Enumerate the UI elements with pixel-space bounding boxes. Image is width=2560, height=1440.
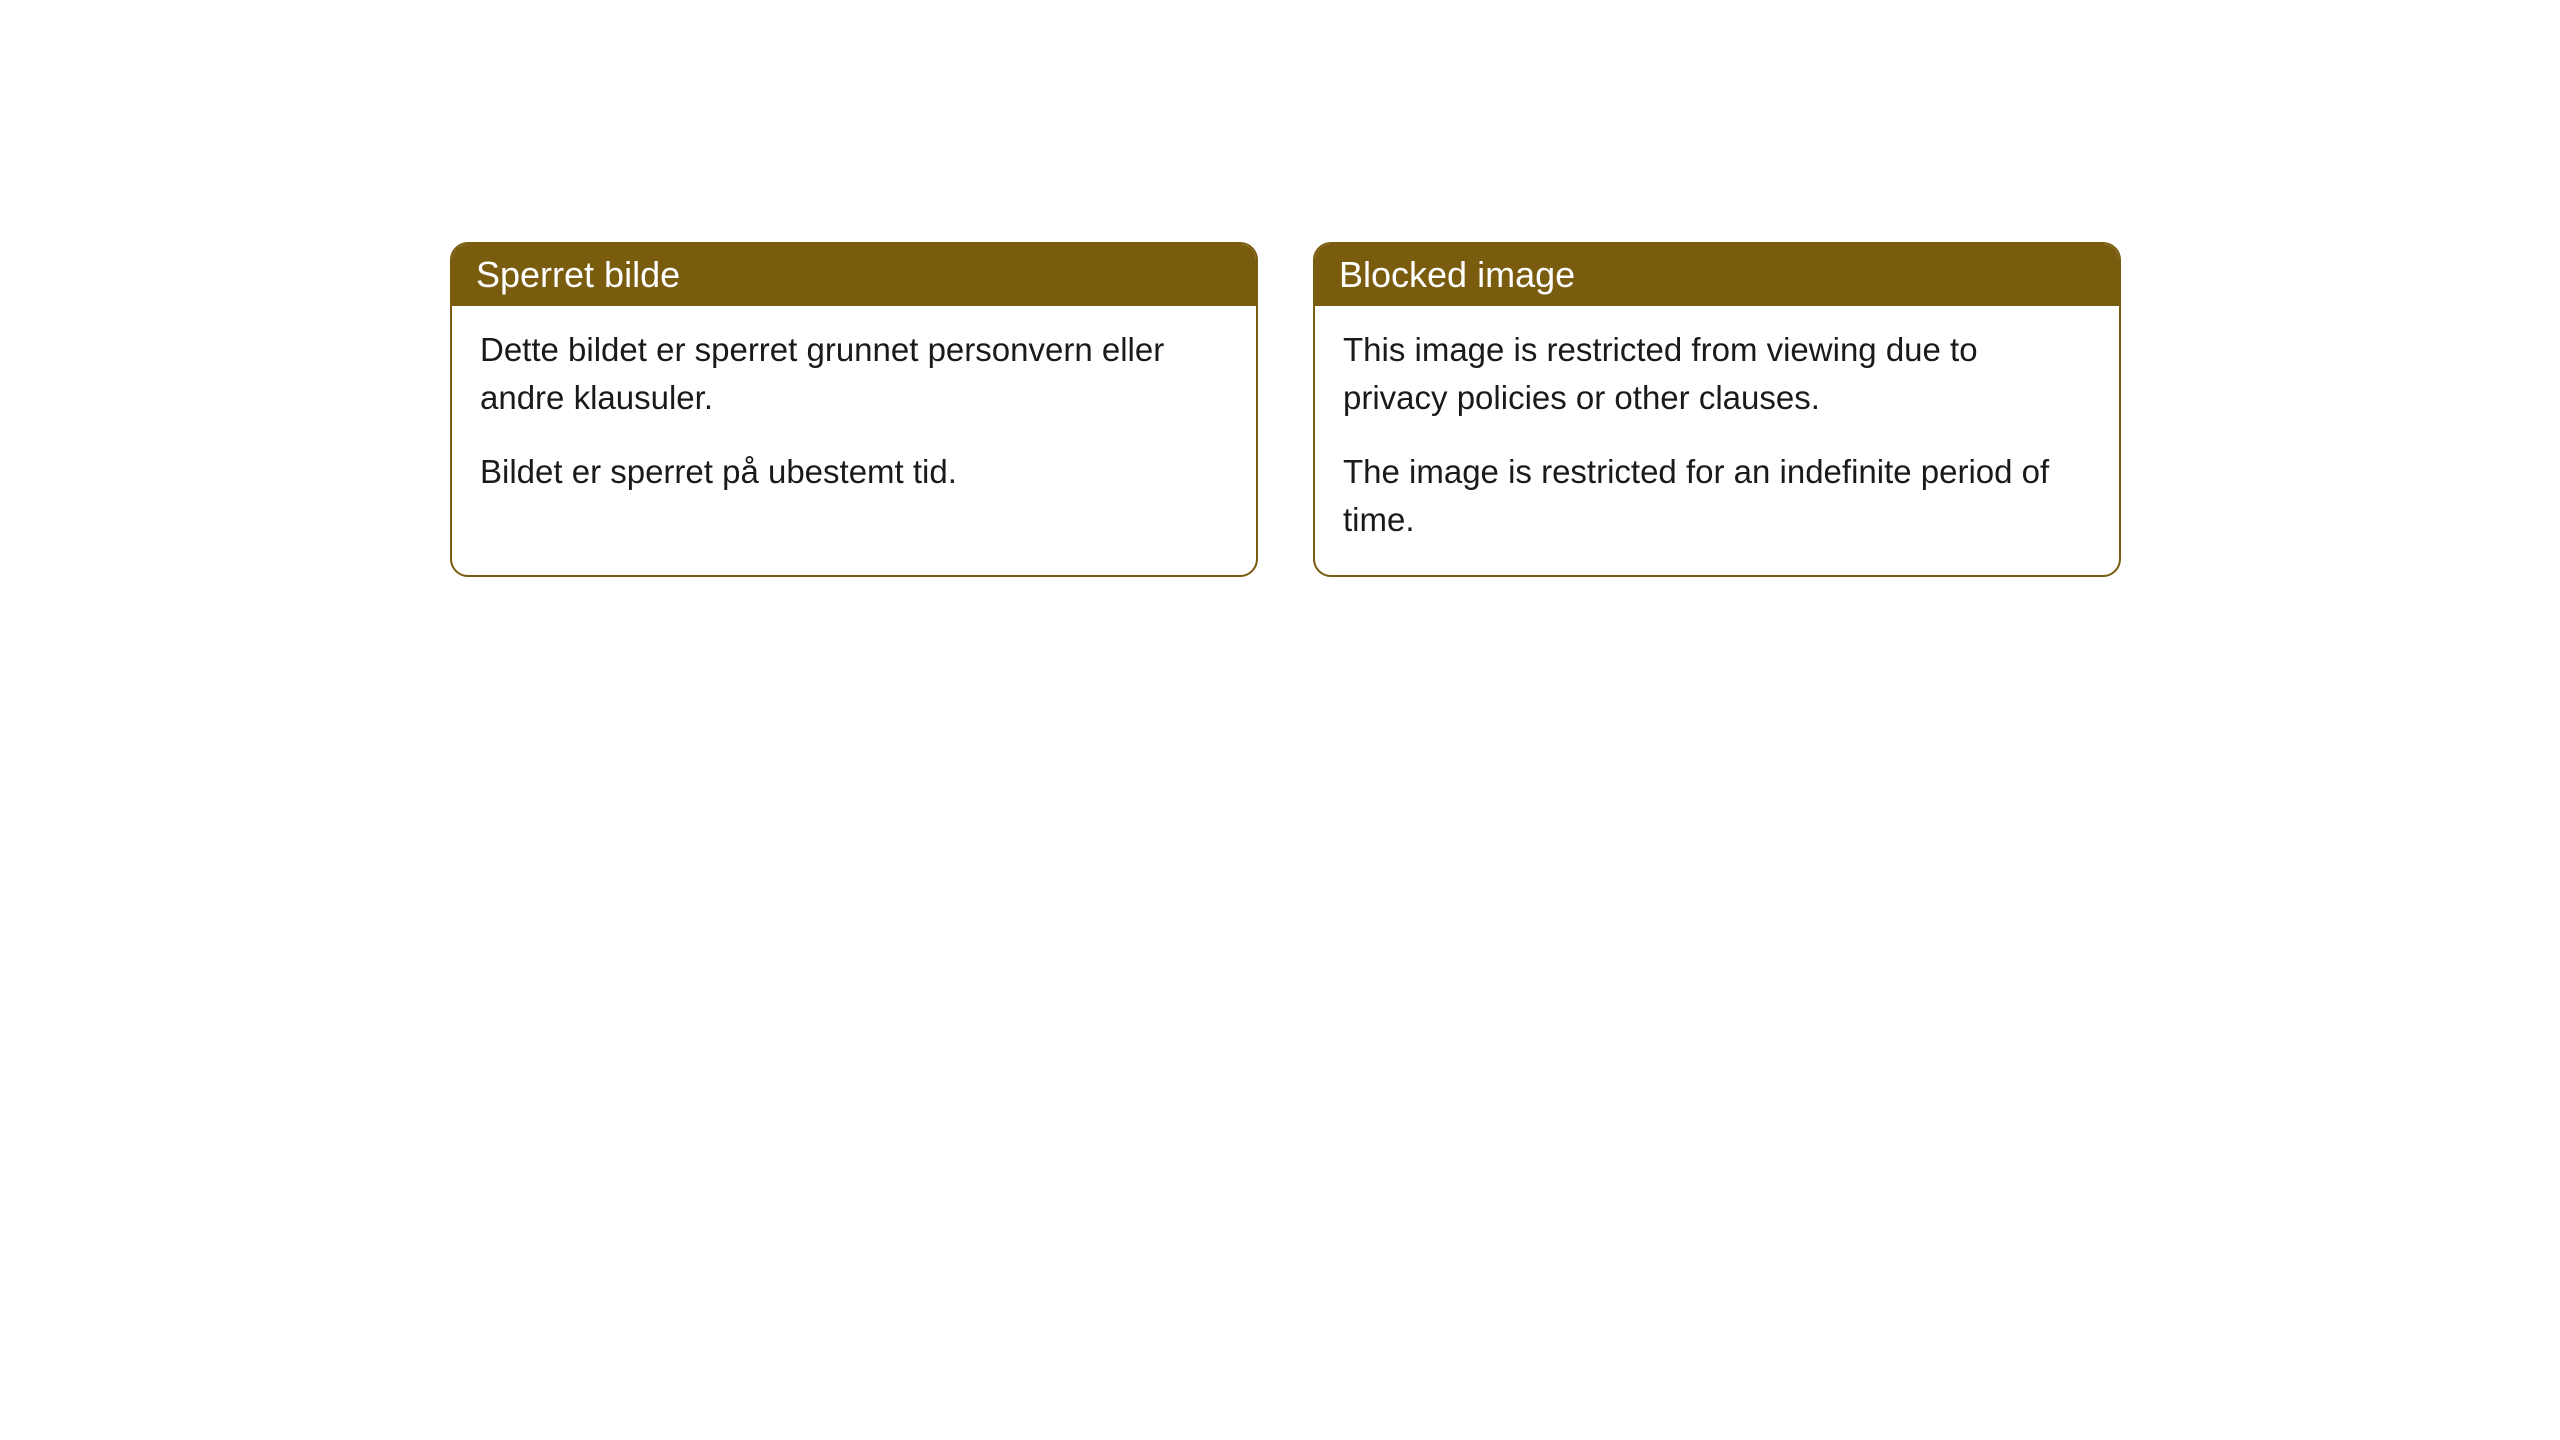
notice-card-norwegian: Sperret bilde Dette bildet er sperret gr… xyxy=(450,242,1258,577)
notice-card-english: Blocked image This image is restricted f… xyxy=(1313,242,2121,577)
notice-paragraph-1: This image is restricted from viewing du… xyxy=(1343,326,2091,422)
notice-container: Sperret bilde Dette bildet er sperret gr… xyxy=(0,0,2560,577)
notice-paragraph-2: Bildet er sperret på ubestemt tid. xyxy=(480,448,1228,496)
notice-header: Blocked image xyxy=(1315,244,2119,306)
notice-paragraph-1: Dette bildet er sperret grunnet personve… xyxy=(480,326,1228,422)
notice-body: Dette bildet er sperret grunnet personve… xyxy=(452,306,1256,528)
notice-paragraph-2: The image is restricted for an indefinit… xyxy=(1343,448,2091,544)
notice-body: This image is restricted from viewing du… xyxy=(1315,306,2119,575)
notice-header: Sperret bilde xyxy=(452,244,1256,306)
